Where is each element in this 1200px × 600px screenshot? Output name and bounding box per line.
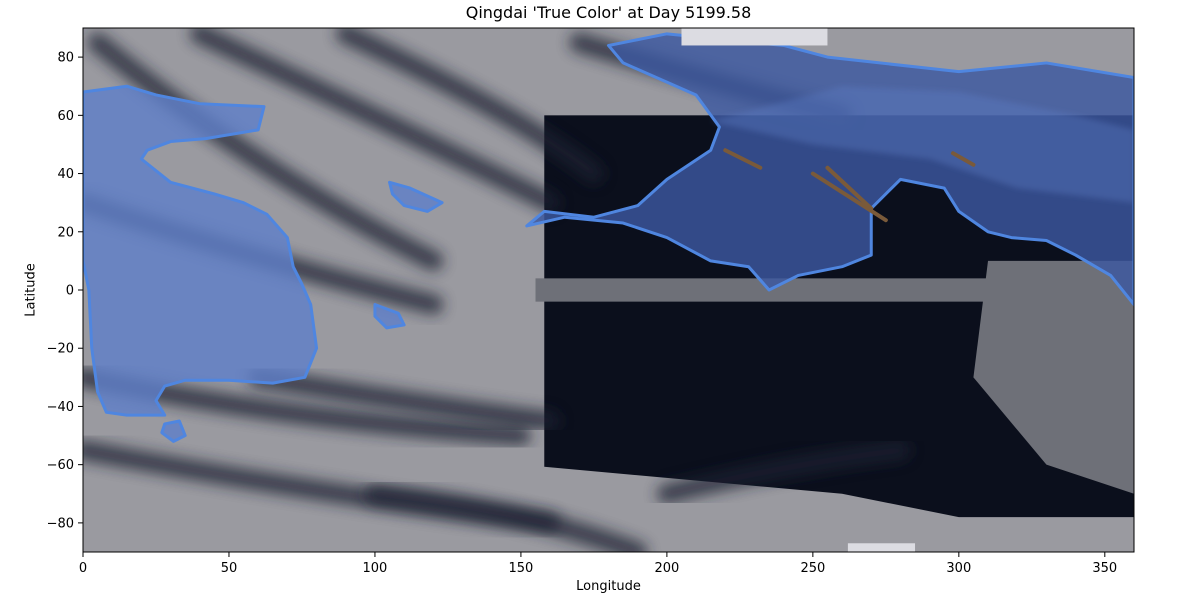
shadow-band-2 xyxy=(335,28,604,184)
shadow-band-6 xyxy=(248,367,561,431)
shadow-band-0 xyxy=(87,32,444,271)
desert-streak-0 xyxy=(723,148,763,170)
cloud-field-east xyxy=(973,260,1134,494)
y-axis-label: Latitude xyxy=(23,263,39,317)
y-tick-label: 20 xyxy=(57,225,74,240)
land-highlight xyxy=(710,86,1134,203)
shadow-band-7 xyxy=(364,483,648,552)
x-axis: 0 50 100 150 200 250 300 350 xyxy=(79,552,1117,576)
shadow-band-9 xyxy=(656,440,911,504)
ice-cap-1 xyxy=(847,543,916,552)
y-tick-label: −80 xyxy=(47,516,74,531)
x-tick-label: 350 xyxy=(1092,561,1117,576)
desert-streak-2 xyxy=(825,165,874,211)
desert-streak-3 xyxy=(950,151,976,167)
x-tick-label: 50 xyxy=(221,561,238,576)
shadow-band-1 xyxy=(189,28,561,213)
feature-layer xyxy=(681,28,976,552)
x-axis-label: Longitude xyxy=(576,579,641,594)
desert-streak-1 xyxy=(810,171,888,223)
land-region-2 xyxy=(373,303,406,330)
y-tick-label: −40 xyxy=(47,400,74,415)
y-tick-label: −20 xyxy=(47,342,74,357)
land-region-1 xyxy=(388,180,444,213)
x-tick-label: 100 xyxy=(363,561,388,576)
y-tick-label: 40 xyxy=(57,167,74,182)
x-tick-label: 250 xyxy=(800,561,825,576)
y-tick-label: 60 xyxy=(57,109,74,124)
y-tick-label: −60 xyxy=(47,458,74,473)
chart-title: Qingdai 'True Color' at Day 5199.58 xyxy=(465,3,752,22)
y-axis: −80 −60 −40 −20 0 20 40 60 80 xyxy=(47,51,83,531)
y-tick-label: 0 xyxy=(66,284,74,299)
ice-cap-0 xyxy=(681,28,828,46)
x-tick-label: 150 xyxy=(509,561,534,576)
x-tick-label: 200 xyxy=(654,561,679,576)
x-tick-label: 300 xyxy=(946,561,971,576)
x-tick-label: 0 xyxy=(79,561,87,576)
y-tick-label: 80 xyxy=(57,51,74,66)
land-region-0 xyxy=(83,84,319,417)
land-region-3 xyxy=(160,419,187,443)
